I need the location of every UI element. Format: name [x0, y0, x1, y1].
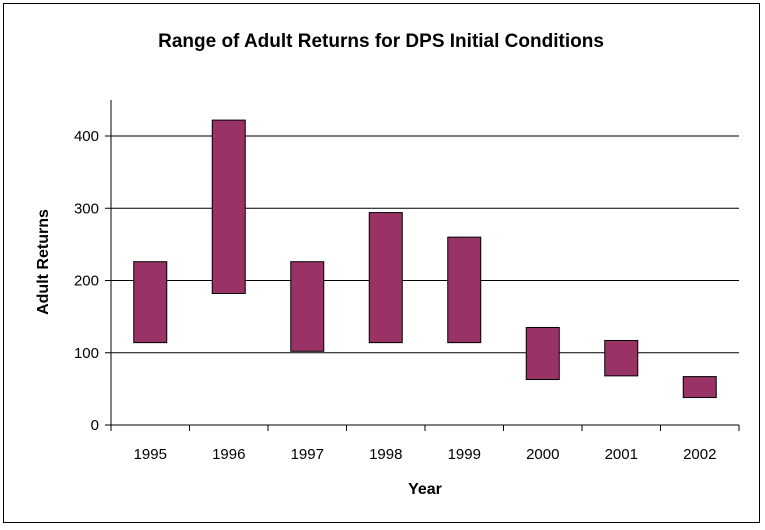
y-tick-label: 300	[74, 200, 99, 217]
gridlines	[111, 135, 739, 354]
bars	[133, 119, 717, 399]
y-tick-label: 0	[91, 417, 99, 434]
x-tick-label: 1995	[134, 446, 167, 463]
range-bar-1996	[211, 119, 246, 295]
range-bar-1995	[133, 261, 168, 344]
x-tick-label: 2001	[605, 446, 638, 463]
y-tick-labels: 0 100 200 300 400	[74, 128, 99, 434]
x-tick-label: 1999	[448, 446, 481, 463]
range-bar-1998	[368, 212, 403, 344]
x-tick-label: 1997	[291, 446, 324, 463]
x-axis-label: Year	[408, 481, 442, 498]
y-tick-label: 400	[74, 128, 99, 145]
axes	[105, 100, 740, 431]
y-axis-label: Adult Returns	[35, 209, 52, 315]
x-tick-labels: 1995 1996 1997 1998 1999 2000 2001 2002	[134, 446, 717, 463]
range-bar-2000	[525, 326, 560, 380]
range-bar-2001	[604, 339, 639, 377]
y-tick-label: 100	[74, 345, 99, 362]
range-bar-2002	[682, 376, 717, 399]
range-bar-1999	[447, 236, 482, 344]
x-tick-label: 2000	[526, 446, 559, 463]
x-tick-label: 2002	[683, 446, 716, 463]
range-bar-1997	[290, 261, 325, 352]
x-tick-label: 1996	[212, 446, 245, 463]
chart-title: Range of Adult Returns for DPS Initial C…	[158, 31, 604, 52]
x-tick-label: 1998	[369, 446, 402, 463]
y-tick-label: 200	[74, 273, 99, 290]
